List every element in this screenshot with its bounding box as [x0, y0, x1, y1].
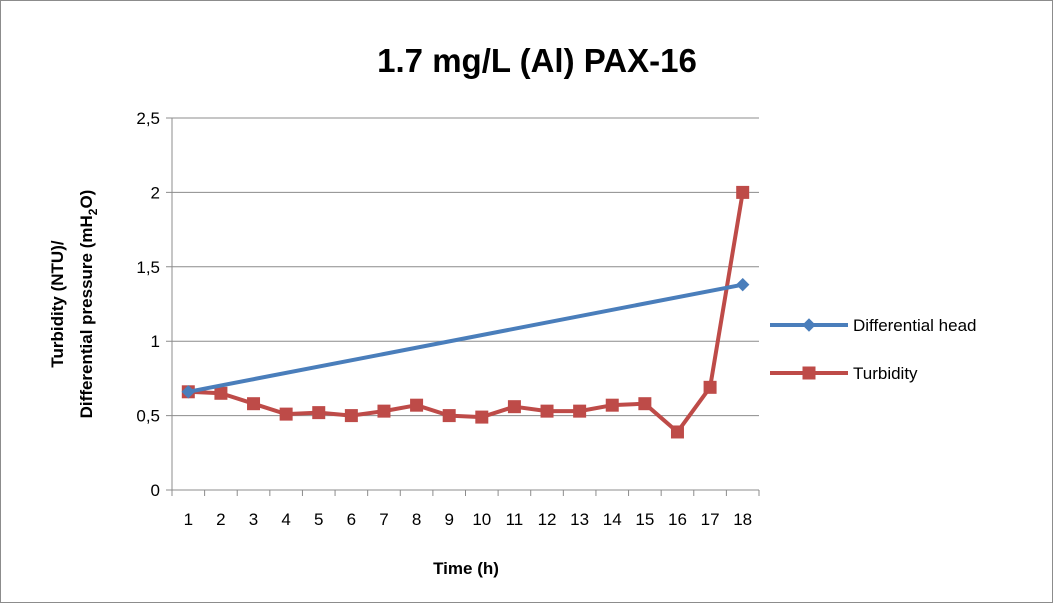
data-point: [279, 407, 293, 421]
y-axis-title-line2: Differential pressure (mH2O): [77, 190, 100, 419]
data-point: [605, 398, 619, 412]
x-tick-label: 11: [506, 510, 524, 529]
data-point: [377, 404, 391, 418]
gridlines: [166, 117, 759, 417]
series-line: [188, 192, 745, 434]
series-turbidity: [181, 185, 750, 439]
y-tick-label: 0,5: [136, 407, 160, 426]
data-point: [735, 277, 750, 292]
data-point: [736, 185, 750, 199]
x-tick-labels: 1 2 3 4 5 6 7 8 9 10 11 12 13 14 15 16 17 18: [184, 510, 753, 529]
x-tick-label: 6: [347, 510, 356, 529]
x-tick-label: 1: [184, 510, 193, 529]
series-line: [187, 282, 744, 394]
data-point: [670, 425, 684, 439]
x-tick-label: 18: [733, 510, 752, 529]
data-point: [214, 386, 228, 400]
data-point: [703, 380, 717, 394]
y-axis-title-line2-suffix: O): [77, 190, 96, 209]
y-axis-title-subscript: 2: [86, 208, 100, 215]
data-point: [507, 400, 521, 414]
x-tick-label: 2: [216, 510, 225, 529]
data-point: [410, 398, 424, 412]
data-point: [344, 409, 358, 423]
x-tick-label: 5: [314, 510, 323, 529]
y-axis-title-line2-prefix: Differential pressure (mH: [77, 215, 96, 418]
data-point: [442, 409, 456, 423]
x-tick-label: 7: [379, 510, 388, 529]
legend-label: Turbidity: [853, 364, 918, 383]
legend: Differential head Turbidity: [770, 316, 977, 383]
legend-marker: [802, 318, 816, 332]
x-tick-label: 14: [603, 510, 622, 529]
chart-title: 1.7 mg/L (Al) PAX-16: [377, 42, 697, 79]
legend-item: Differential head: [770, 316, 977, 335]
x-tick-label: 4: [281, 510, 290, 529]
data-point: [475, 410, 489, 424]
data-point: [638, 397, 652, 411]
y-axis-title-line1: Turbidity (NTU)/: [48, 240, 67, 367]
y-tick-label: 0: [151, 481, 160, 500]
series-differential-head: [181, 277, 750, 399]
x-tick-label: 9: [444, 510, 453, 529]
legend-marker: [802, 366, 816, 380]
data-point: [573, 404, 587, 418]
data-point: [312, 406, 326, 420]
x-tick-label: 16: [668, 510, 687, 529]
x-axis-title: Time (h): [433, 559, 499, 578]
x-tick-label: 15: [635, 510, 654, 529]
data-point: [181, 385, 196, 399]
x-tick-label: 8: [412, 510, 421, 529]
series-layer: [181, 185, 750, 439]
axes: [166, 118, 760, 496]
legend-item: Turbidity: [770, 364, 918, 383]
x-tick-label: 3: [249, 510, 258, 529]
y-axis-title: Turbidity (NTU)/ Differential pressure (…: [48, 190, 100, 419]
x-tick-label: 10: [472, 510, 491, 529]
x-tick-label: 17: [701, 510, 720, 529]
y-tick-label: 2: [151, 183, 160, 202]
legend-label: Differential head: [853, 316, 977, 335]
data-point: [540, 404, 554, 418]
x-tick-label: 13: [570, 510, 589, 529]
y-tick-label: 1,5: [136, 258, 160, 277]
x-tick-label: 12: [538, 510, 557, 529]
y-tick-label: 1: [151, 332, 160, 351]
y-tick-labels: 0 0,5 1 1,5 2 2,5: [136, 109, 160, 500]
data-point: [247, 397, 261, 411]
y-tick-label: 2,5: [136, 109, 160, 128]
